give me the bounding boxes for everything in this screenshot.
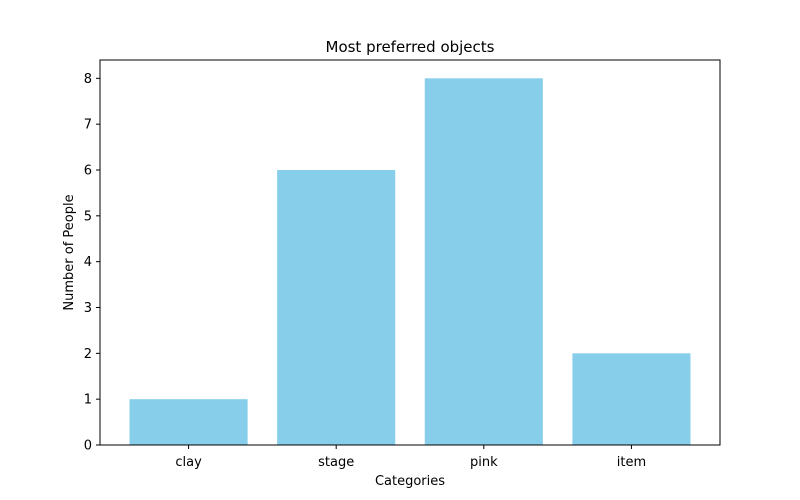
x-axis-title: Categories (375, 474, 445, 489)
bar-stage (277, 170, 396, 445)
y-tick-label: 6 (84, 164, 92, 179)
y-tick-label: 1 (84, 393, 92, 408)
y-tick-label: 0 (84, 439, 92, 454)
y-axis-title: Number of People (62, 194, 77, 310)
x-tick-label: stage (318, 455, 354, 470)
y-tick-label: 2 (84, 347, 92, 362)
y-axis: 0 1 2 3 4 5 6 7 8 (84, 72, 100, 454)
x-axis: clay stage pink item (175, 445, 646, 470)
x-tick-label: item (617, 455, 646, 470)
y-tick-label: 3 (84, 301, 92, 316)
y-tick-label: 8 (84, 72, 92, 87)
x-tick-label: clay (175, 455, 202, 470)
y-tick-label: 5 (84, 209, 92, 224)
bars-group (129, 78, 691, 445)
bar-pink (424, 78, 543, 445)
plot-frame (99, 59, 721, 446)
x-tick-label: pink (470, 455, 498, 470)
y-tick-label: 4 (84, 255, 92, 270)
bar-item (572, 353, 691, 445)
bar-clay (129, 399, 248, 445)
y-tick-label: 7 (84, 118, 92, 133)
chart-title: Most preferred objects (326, 38, 495, 56)
